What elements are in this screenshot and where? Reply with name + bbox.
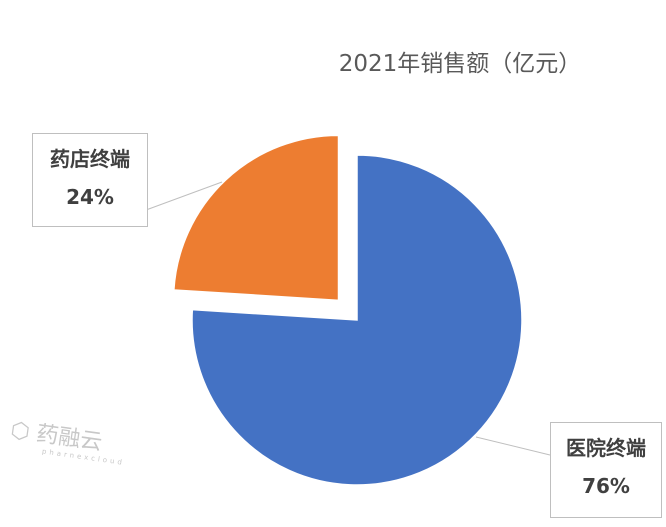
label-hospital-name: 医院终端 (566, 436, 646, 460)
pie-slice-1 (173, 134, 340, 302)
leader-line-1 (475, 436, 551, 456)
pie-slice-0 (191, 154, 523, 486)
label-pharmacy-value: 24% (66, 185, 114, 209)
label-hospital-value: 76% (582, 474, 630, 498)
label-pharmacy-name: 药店终端 (50, 147, 130, 171)
chart-title: 2021年销售额（亿元） (338, 51, 582, 77)
leader-line-0 (145, 181, 223, 211)
label-pharmacy: 药店终端 24% (32, 133, 148, 227)
label-hospital: 医院终端 76% (550, 422, 662, 518)
